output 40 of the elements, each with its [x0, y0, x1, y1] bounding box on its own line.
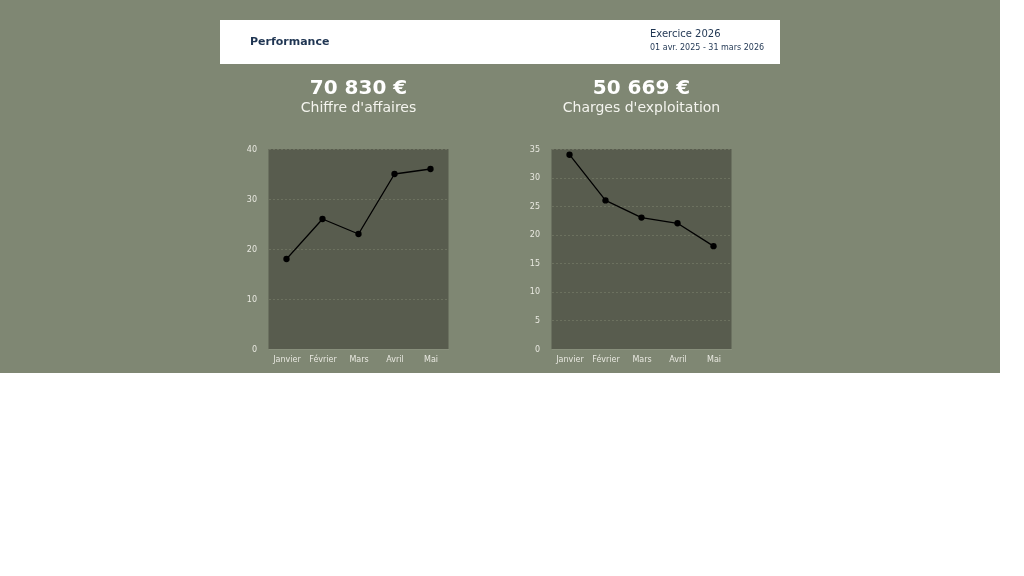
y-tick-label: 5 — [534, 315, 540, 325]
chart-title: 50 669 € — [592, 75, 691, 99]
x-tick-label: Janvier — [555, 354, 585, 364]
point — [674, 220, 681, 227]
x-tick-label: Février — [309, 353, 338, 364]
x-tick-label: Avril — [669, 354, 687, 364]
point — [566, 151, 573, 158]
chart-title: 70 830 € — [309, 75, 408, 99]
point — [710, 242, 717, 250]
x-tick-label: Mai — [706, 354, 722, 364]
y-tick-label: 10 — [529, 287, 540, 297]
y-tick-label: 15 — [529, 258, 540, 268]
x-tick-label: Mars — [632, 354, 652, 364]
y-tick-label: 35 — [529, 144, 540, 154]
y-tick-label: 20 — [246, 244, 257, 254]
y-tick-label: 10 — [246, 294, 257, 304]
y-tick-label: 0 — [251, 344, 257, 354]
point — [355, 230, 362, 238]
chart-subtitle: Chiffre d'affaires — [300, 99, 417, 115]
x-tick-label: Avril — [386, 354, 404, 364]
x-tick-label: Mars — [349, 354, 369, 364]
text: 01 avr. 2025 - 31 mars 2026 — [650, 43, 765, 52]
text: Performance — [250, 35, 330, 48]
point — [638, 214, 645, 221]
point — [602, 197, 609, 204]
point — [283, 255, 290, 263]
x-tick-label: Février — [592, 353, 621, 364]
chart-subtitle: Charges d'exploitation — [562, 99, 721, 115]
y-tick-label: 20 — [529, 230, 540, 240]
point — [391, 170, 398, 178]
y-tick-label: 0 — [534, 344, 540, 354]
y-tick-label: 25 — [529, 201, 540, 211]
x-tick-label: Mai — [423, 354, 439, 364]
y-tick-label: 30 — [246, 194, 257, 204]
text: Exercice 2026 — [650, 28, 721, 39]
y-tick-label: 40 — [246, 144, 257, 154]
y-tick-label: 30 — [529, 173, 540, 183]
point — [427, 165, 434, 173]
point — [319, 215, 326, 223]
x-tick-label: Janvier — [272, 354, 302, 364]
